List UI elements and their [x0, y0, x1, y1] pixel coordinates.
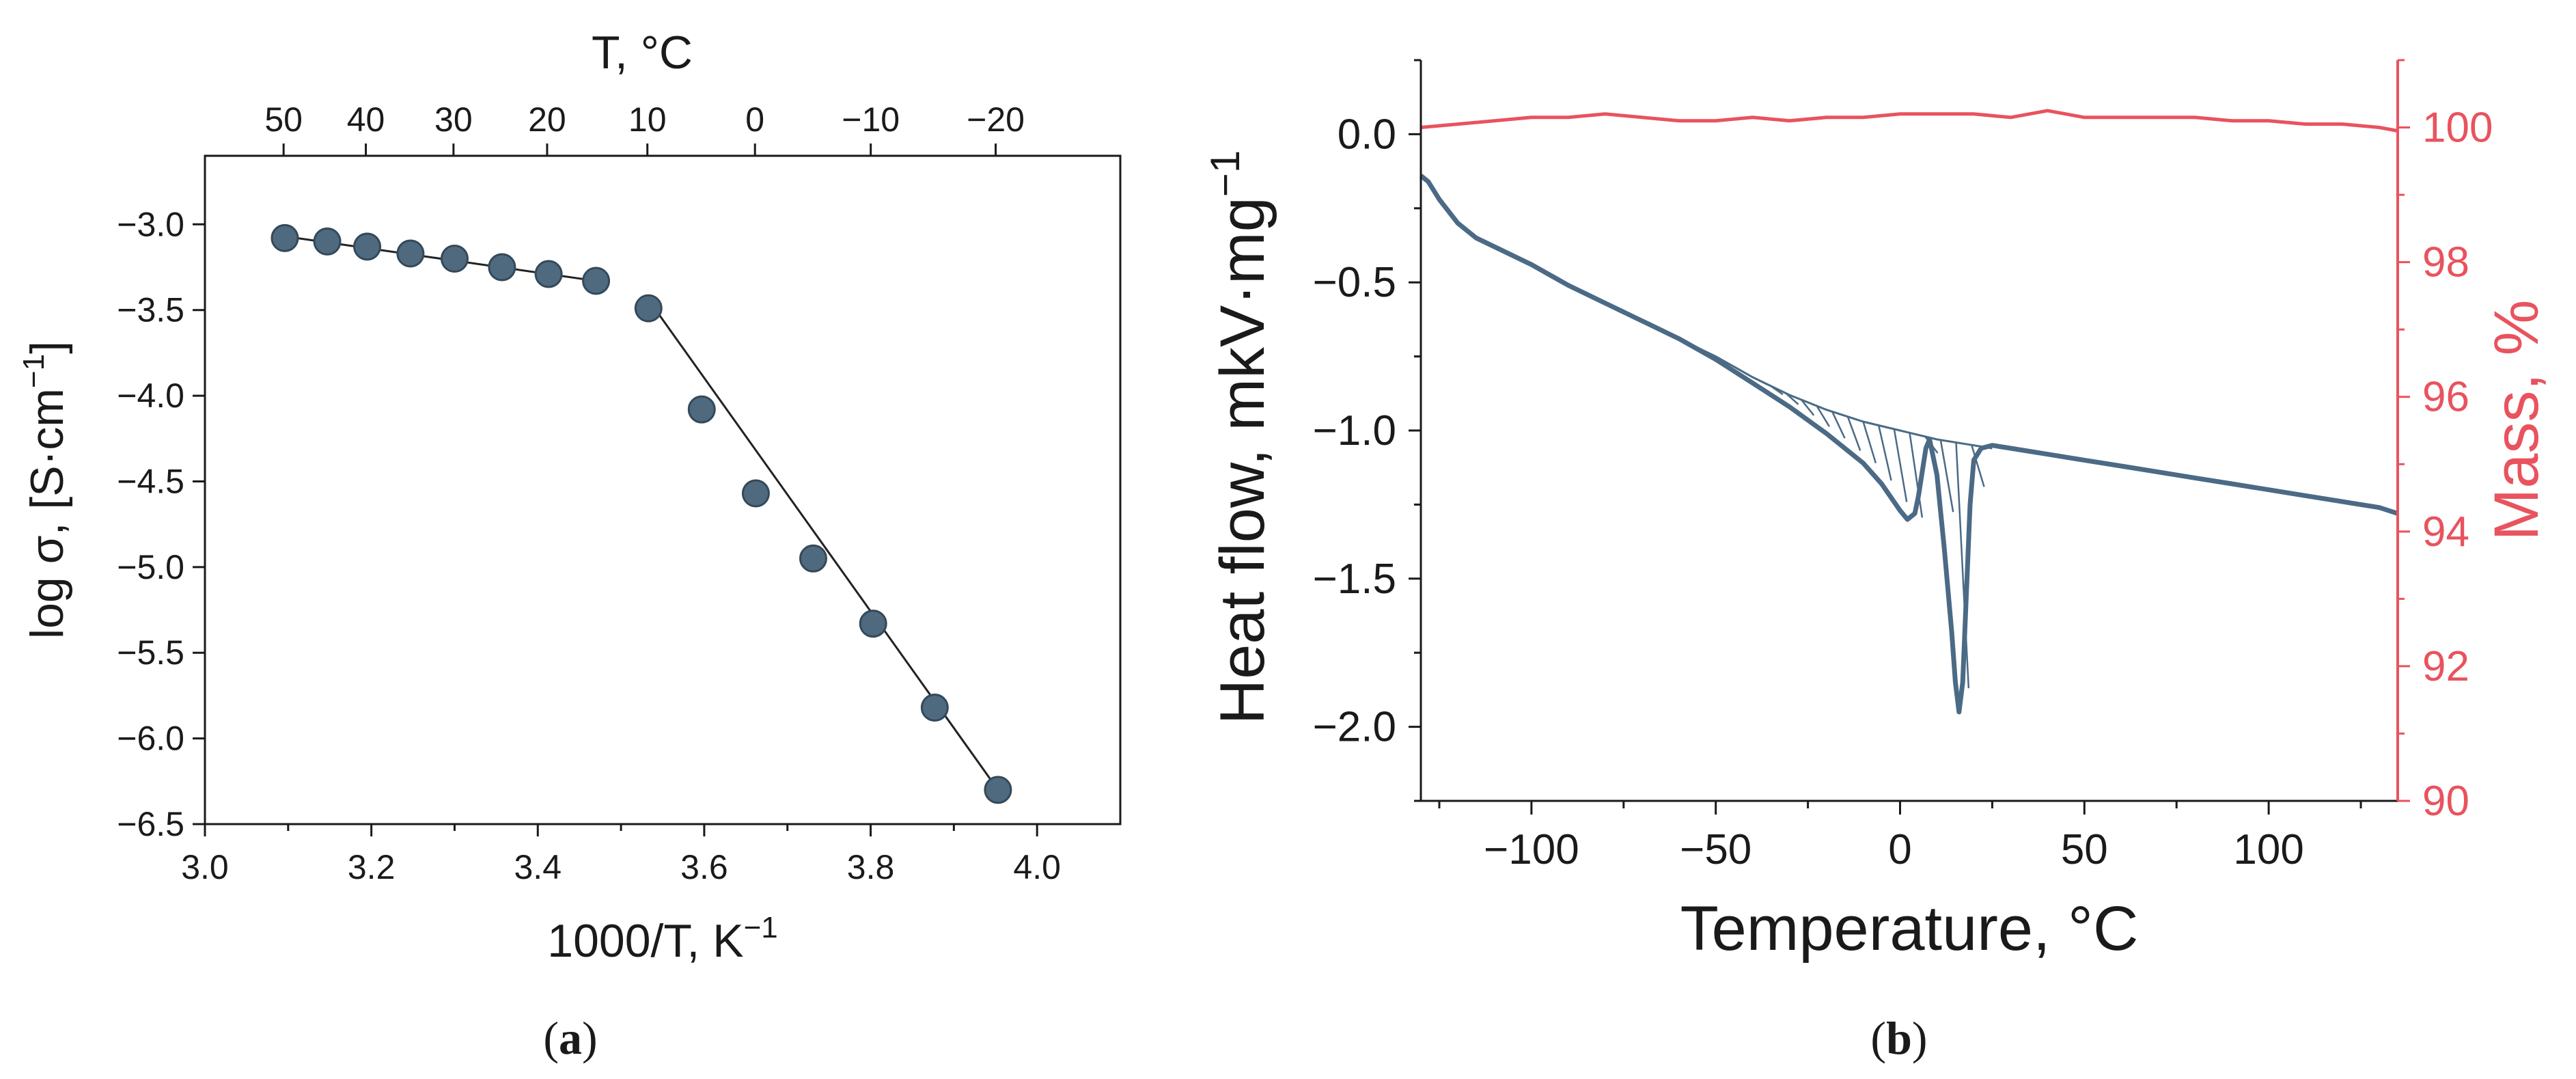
- panel-b-left-axis-title-main: Heat flow, mkV·mg: [1208, 197, 1277, 724]
- panel-b-x-tick-label: 100: [2233, 826, 2303, 873]
- panel-a-top-tick-label: 10: [628, 100, 667, 139]
- panel-a-y-tick-label: −5.5: [117, 633, 184, 672]
- panel-a-label-letter: a: [559, 1012, 582, 1064]
- panel-a-x-tick-label: 4.0: [1013, 848, 1061, 886]
- panel-a-top-tick-label: 50: [264, 100, 303, 139]
- panel-a-data-point: [582, 267, 611, 295]
- panel-a-y-tick-label: −6.5: [117, 805, 184, 843]
- panel-a-x-axis-title-sup: −1: [744, 911, 778, 944]
- panel-b-right-axis-title: Mass, %: [2482, 300, 2551, 541]
- panel-b-right-tick-label: 94: [2422, 508, 2469, 556]
- panel-a-top-tick-label: −10: [842, 100, 900, 139]
- panel-a-top-axis-title: T, °C: [592, 27, 693, 79]
- panel-a-x-tick-label: 3.8: [847, 848, 895, 886]
- panel-b-right-tick-label: 96: [2422, 374, 2469, 421]
- panel-b-hatch-line: [1800, 399, 1815, 416]
- panel-b-hatch-line: [1862, 421, 1877, 464]
- panel-a-y-axis-title-main: log σ, [S·cm: [21, 388, 73, 639]
- panel-a-data-point: [353, 232, 382, 261]
- panel-b-label: (b): [1870, 1012, 1927, 1064]
- panel-b-right-tick-label: 92: [2422, 643, 2469, 690]
- panel-a-top-tick-label: 30: [434, 100, 473, 139]
- panel-b-mass-line: [1420, 109, 2398, 133]
- panel-a-y-tick-label: −4.0: [117, 377, 184, 415]
- panel-a-data-point: [313, 227, 342, 256]
- panel-a-data-point: [271, 223, 299, 252]
- panel-a-data-point: [859, 610, 887, 638]
- panel-a-x-tick-label: 3.0: [181, 848, 229, 886]
- panel-a-x-axis-title-main: 1000/T, K: [547, 915, 743, 967]
- panel-a-data-point: [440, 244, 469, 273]
- panel-a-data-point: [687, 395, 716, 424]
- panel-b-x-tick-label: 50: [2061, 826, 2108, 873]
- panel-a-top-tick-label: 20: [528, 100, 566, 139]
- panel-b-left-axis-title: Heat flow, mkV·mg−1: [1202, 150, 1277, 724]
- panel-b-x-tick-label: −50: [1680, 826, 1751, 873]
- panel-a-data-point: [920, 693, 949, 722]
- panel-a-y-tick-label: −3.5: [117, 291, 184, 329]
- panel-b-label-letter: b: [1886, 1012, 1912, 1064]
- panel-a-x-tick-label: 3.4: [514, 848, 562, 886]
- panel-b-hatch-line: [1939, 439, 1954, 513]
- panel-a-plot-frame: [204, 154, 1122, 825]
- panel-b-baseline-line: [1678, 338, 1993, 450]
- panel-b-hatch-line: [1846, 416, 1861, 451]
- panel-b-left-axis-title-sup: −1: [1202, 150, 1248, 197]
- panel-a-top-tick-label: −20: [967, 100, 1025, 139]
- panel-a-top-tick-label: 0: [745, 100, 764, 139]
- panel-a-y-axis-title-tail: ]: [21, 341, 73, 354]
- panel-a-data-point: [741, 479, 770, 508]
- panel-b-heat-flow-line: [1419, 174, 2399, 715]
- panel-a-data-point: [984, 776, 1012, 804]
- panel-b-left-tick-label: 0.0: [1338, 111, 1396, 158]
- panel-b-x-axis-title: Temperature, °C: [1680, 894, 2139, 964]
- panel-b-hatch-line: [1816, 405, 1830, 427]
- panel-a-y-tick-label: −5.0: [117, 548, 184, 586]
- panel-b-hatch-line: [1970, 444, 1985, 487]
- panel-a-x-axis-title: 1000/T, K−1: [547, 911, 777, 967]
- panel-b-left-tick-label: −1.0: [1313, 407, 1396, 454]
- panel-b-right-tick-label: 90: [2422, 778, 2469, 825]
- panel-a-y-axis-title-sup: −1: [17, 354, 51, 388]
- panel-b-right-tick-label: 98: [2422, 239, 2469, 286]
- panel-b-right-tick-label: 100: [2422, 105, 2493, 152]
- panel-a-x-tick-label: 3.6: [680, 848, 728, 886]
- panel-a-data-point: [799, 544, 827, 573]
- panel-a-label: (a): [543, 1012, 597, 1064]
- panel-a-data-point: [396, 239, 425, 268]
- panel-b-hatch-line: [1893, 428, 1908, 502]
- panel-a-data-point: [534, 260, 563, 288]
- panel-a-data-point: [488, 253, 516, 282]
- panel-a-y-tick-label: −6.0: [117, 720, 184, 758]
- panel-b-left-tick-label: −0.5: [1313, 259, 1396, 306]
- panel-a: 3.0 3.2 3.4 3.6 3.8 4.0 −3.0 −3.5 −4.0 −4.5 −5.0 −5…: [17, 27, 1122, 1064]
- panel-b-left-tick-label: −1.5: [1313, 556, 1396, 603]
- panel-b-x-tick-label: −100: [1484, 826, 1579, 873]
- panel-b-hatch-line: [1831, 411, 1846, 439]
- panel-a-data-point: [634, 294, 663, 323]
- panel-a-top-tick-label: 40: [347, 100, 385, 139]
- panel-b-hatch-line: [1877, 425, 1892, 481]
- panel-b: −100 −50 0 50 100 0.0 −0.5 −1.0 −1.5 −2.0 100 98 96 9…: [1202, 59, 2551, 1064]
- panel-b-x-tick-label: 0: [1888, 826, 1911, 873]
- panel-a-x-tick-label: 3.2: [348, 848, 396, 886]
- panel-a-y-axis-title: log σ, [S·cm−1]: [17, 341, 73, 639]
- panel-b-hatch-line: [1909, 433, 1924, 518]
- panel-b-left-tick-label: −2.0: [1313, 704, 1396, 751]
- panel-a-y-tick-label: −3.0: [117, 205, 184, 243]
- panel-a-y-tick-label: −4.5: [117, 462, 184, 500]
